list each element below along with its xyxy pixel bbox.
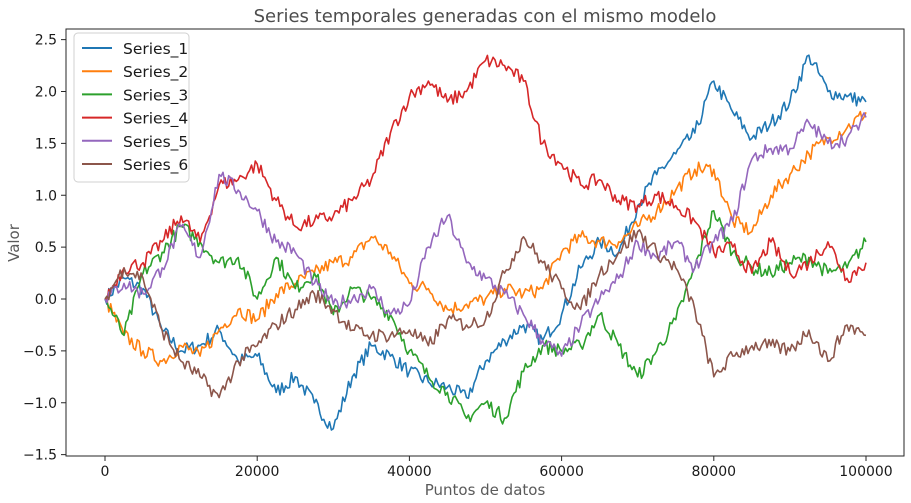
plot-frame (65, 28, 905, 457)
y-tick-label: 0.0 (35, 292, 57, 308)
x-axis-label: Puntos de datos (425, 481, 546, 499)
x-tick-label: 40000 (387, 464, 432, 480)
y-tick-label: 1.0 (35, 188, 57, 204)
legend: Series_1 Series_2 Series_3 Series_4 Series_5… (73, 32, 190, 183)
legend-item: Series_2 (82, 63, 188, 82)
x-tick-label: 80000 (692, 464, 737, 480)
series-line-2 (104, 110, 867, 367)
y-tick-label: −0.5 (23, 344, 57, 360)
series-line-1 (104, 54, 867, 431)
x-axis-ticks: 0 20000 40000 60000 80000 100000 (101, 456, 893, 480)
y-axis-label: Valor (5, 223, 23, 262)
series-line-5 (104, 112, 867, 357)
legend-item: Series_5 (82, 133, 188, 152)
legend-label: Series_2 (123, 63, 188, 82)
legend-item: Series_3 (82, 86, 188, 105)
y-tick-label: 2.0 (35, 85, 57, 101)
legend-item: Series_6 (82, 156, 188, 175)
legend-label: Series_4 (123, 110, 188, 129)
y-tick-label: 1.5 (35, 136, 57, 152)
x-tick-label: 0 (101, 464, 110, 480)
legend-label: Series_3 (123, 86, 188, 105)
series-line-3 (104, 210, 867, 425)
legend-label: Series_1 (123, 40, 188, 59)
y-tick-label: −1.5 (23, 448, 57, 464)
series-line-6 (104, 229, 867, 399)
x-tick-label: 20000 (235, 464, 280, 480)
legend-label: Series_5 (123, 133, 188, 152)
legend-item: Series_4 (82, 110, 188, 129)
series-line-4 (104, 54, 867, 302)
legend-item: Series_1 (82, 40, 188, 59)
y-tick-label: −1.0 (23, 396, 57, 412)
plot-lines (104, 54, 867, 431)
legend-label: Series_6 (123, 156, 188, 175)
x-tick-label: 60000 (539, 464, 584, 480)
y-axis-ticks: 2.5 2.0 1.5 1.0 0.5 0.0 −0.5 −1.0 −1.5 (23, 33, 66, 464)
x-tick-label: 100000 (839, 464, 892, 480)
chart-title: Series temporales generadas con el mismo… (254, 6, 717, 27)
y-tick-label: 0.5 (35, 240, 57, 256)
y-tick-label: 2.5 (35, 33, 57, 49)
